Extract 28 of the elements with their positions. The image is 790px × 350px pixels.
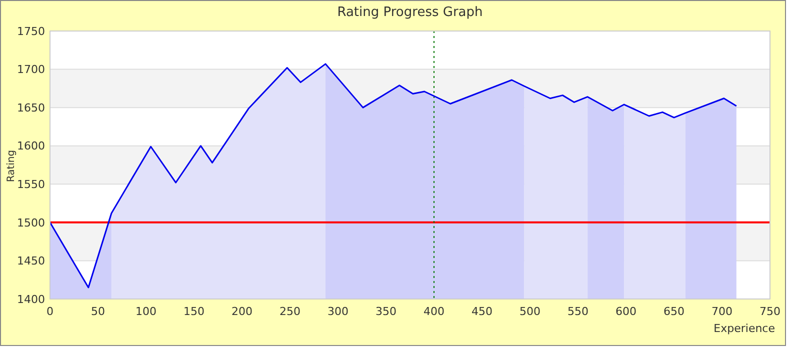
y-tick-label: 1550: [17, 178, 45, 191]
x-tick-label: 100: [136, 305, 156, 318]
x-tick-label: 500: [520, 305, 540, 318]
y-tick-label: 1500: [17, 216, 45, 230]
x-tick-label: 150: [184, 305, 204, 318]
y-tick-label: 1450: [17, 254, 45, 268]
x-tick-label: 250: [280, 305, 300, 318]
x-tick-label: 550: [568, 305, 588, 318]
y-tick-label: 1750: [17, 24, 45, 38]
y-tick-label: 1400: [17, 292, 45, 306]
x-tick-label: 450: [472, 305, 492, 318]
x-tick-label: 0: [46, 305, 54, 318]
y-tick-label: 1700: [17, 63, 45, 76]
x-tick-label: 50: [91, 305, 105, 318]
x-tick-label: 400: [424, 305, 444, 318]
y-tick-label: 1600: [17, 140, 45, 153]
x-tick-label: 750: [760, 305, 780, 318]
x-axis-title: Experience: [714, 322, 776, 335]
x-tick-label: 350: [376, 305, 396, 318]
x-tick-label: 700: [712, 305, 732, 318]
y-tick-label: 1650: [17, 101, 45, 114]
x-tick-label: 300: [328, 305, 348, 318]
chart-title: Rating Progress Graph: [337, 5, 483, 20]
x-tick-label: 650: [664, 305, 684, 318]
x-tick-label: 200: [232, 305, 252, 318]
y-axis-title: Rating: [6, 150, 17, 182]
x-tick-label: 600: [616, 305, 636, 318]
line-series: [49, 63, 738, 288]
